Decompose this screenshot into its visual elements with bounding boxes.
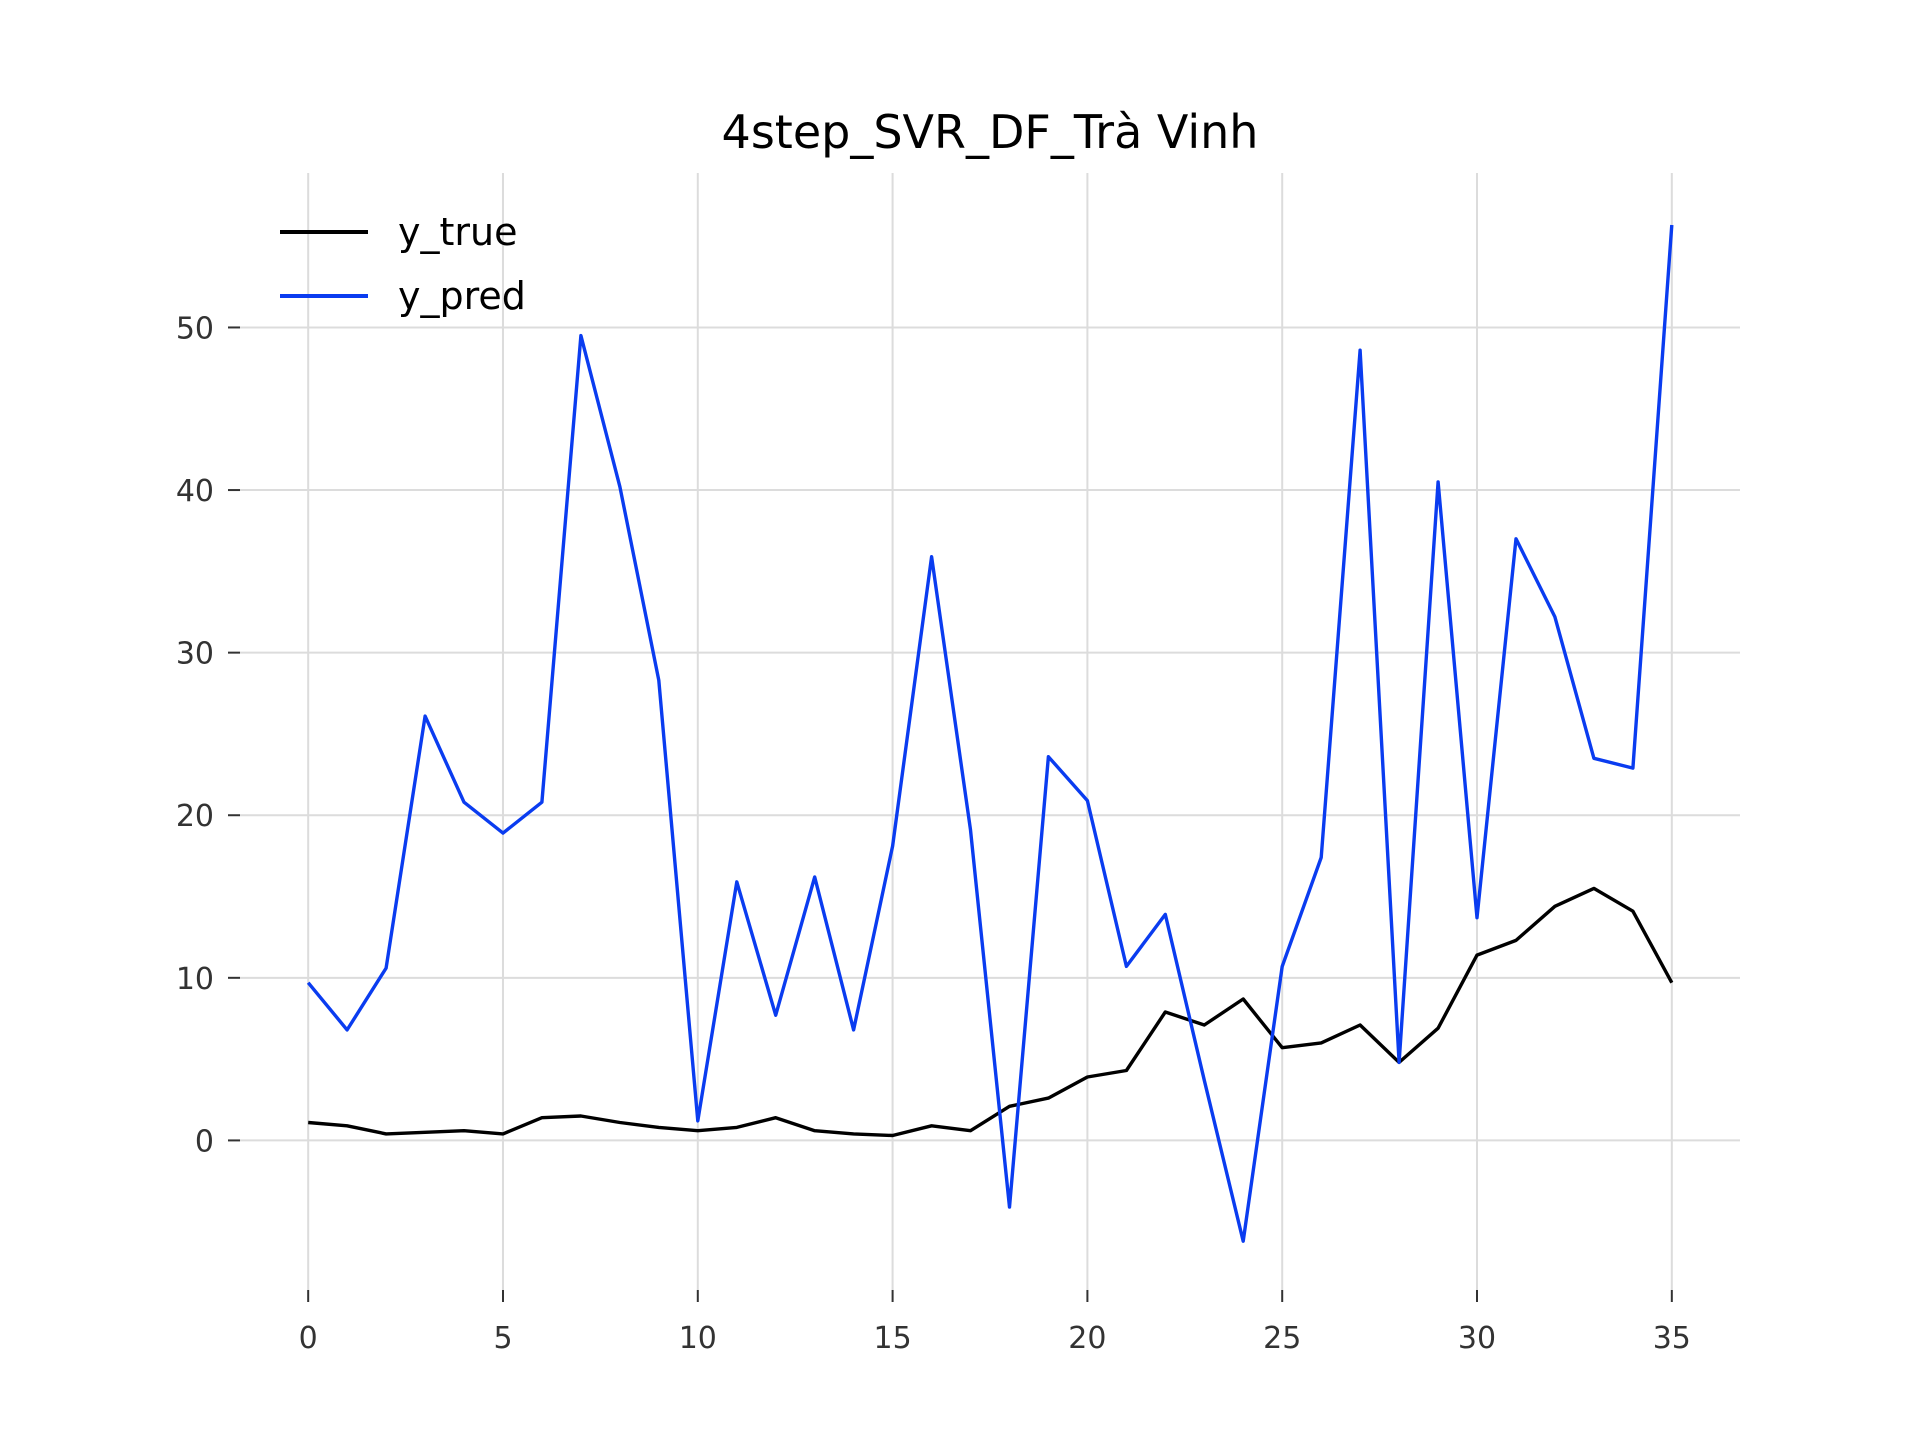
legend-label-y-pred: y_pred <box>398 274 526 318</box>
legend-label-y-true: y_true <box>398 210 517 254</box>
x-tick-label: 30 <box>1458 1321 1496 1356</box>
x-tick-label: 25 <box>1263 1321 1301 1356</box>
y-tick-label: 40 <box>176 474 214 509</box>
x-tick-label: 5 <box>493 1321 512 1356</box>
axis-ticks: 0 5 10 15 20 25 30 35 0 10 20 30 40 50 <box>176 311 1691 1356</box>
series-line-y-pred <box>306 224 1674 1243</box>
grid-lines <box>240 173 1740 1290</box>
chart-title: 4step_SVR_DF_Trà Vinh <box>722 105 1259 159</box>
y-tick-label: 0 <box>195 1124 214 1159</box>
series-lines <box>306 224 1674 1243</box>
legend: y_true y_pred <box>280 210 526 318</box>
y-tick-label: 50 <box>176 311 214 346</box>
y-tick-label: 10 <box>176 962 214 997</box>
series-line-y-true <box>308 886 1674 1138</box>
x-tick-label: 10 <box>679 1321 717 1356</box>
y-tick-label: 20 <box>176 799 214 834</box>
x-tick-label: 15 <box>874 1321 912 1356</box>
y-tick-label: 30 <box>176 637 214 672</box>
x-tick-label: 0 <box>299 1321 318 1356</box>
x-tick-label: 20 <box>1068 1321 1106 1356</box>
x-tick-label: 35 <box>1653 1321 1691 1356</box>
